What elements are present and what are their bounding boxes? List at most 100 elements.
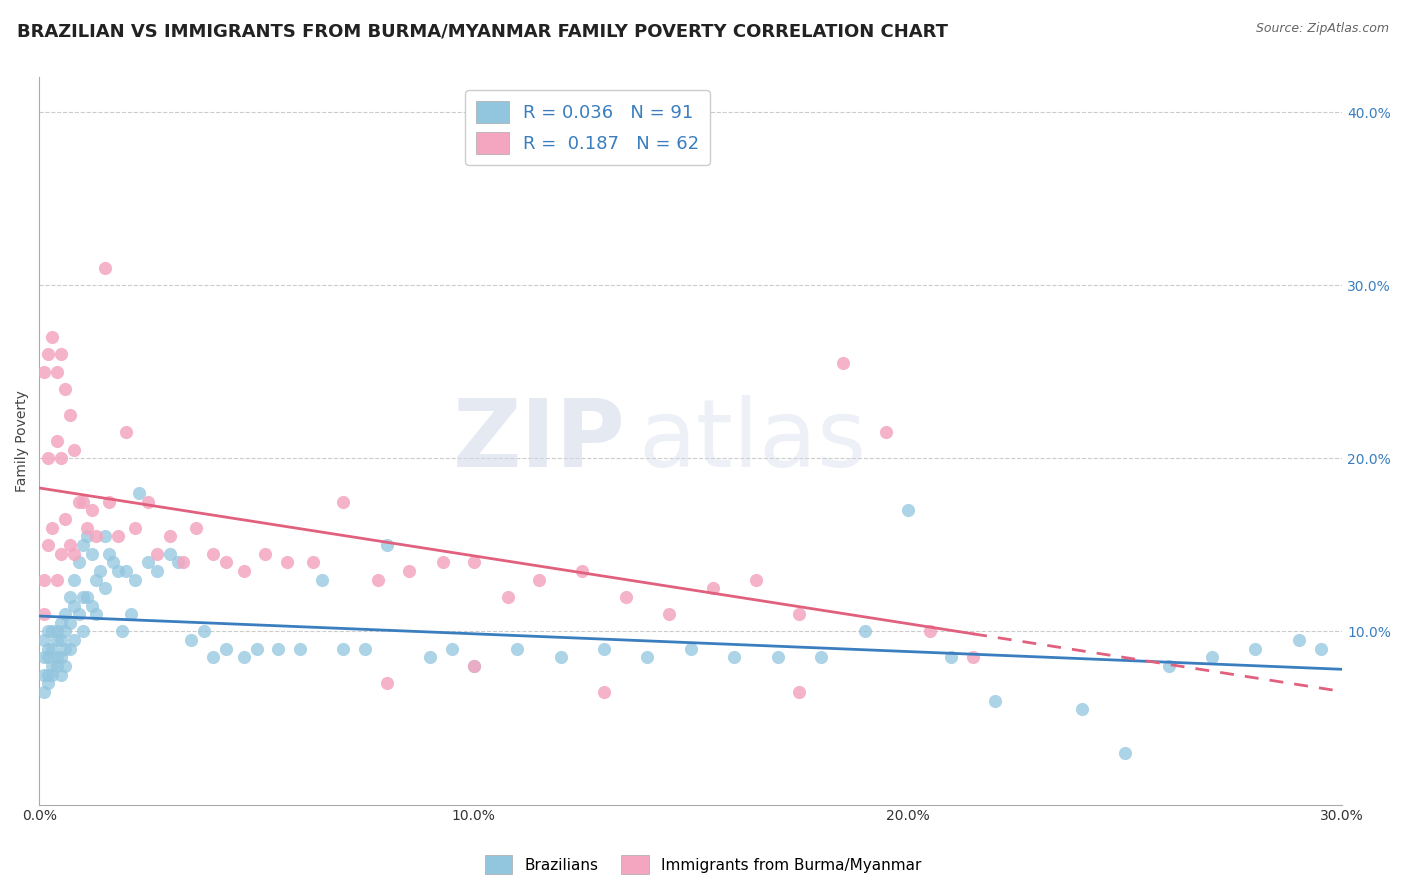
- Text: ZIP: ZIP: [453, 395, 626, 487]
- Point: [288, 641, 311, 656]
- Point: [702, 581, 724, 595]
- Legend: R = 0.036   N = 91, R =  0.187   N = 62: R = 0.036 N = 91, R = 0.187 N = 62: [465, 90, 710, 165]
- Point: [1244, 641, 1267, 656]
- Point: [89, 564, 111, 578]
- Point: [432, 555, 454, 569]
- Point: [67, 494, 90, 508]
- Point: [63, 547, 86, 561]
- Point: [37, 538, 59, 552]
- Point: [37, 667, 59, 681]
- Point: [167, 555, 190, 569]
- Point: [215, 555, 238, 569]
- Point: [172, 555, 194, 569]
- Point: [1201, 650, 1223, 665]
- Point: [354, 641, 377, 656]
- Point: [593, 641, 616, 656]
- Point: [941, 650, 963, 665]
- Point: [897, 503, 920, 517]
- Point: [32, 685, 55, 699]
- Point: [145, 564, 167, 578]
- Point: [962, 650, 984, 665]
- Point: [124, 520, 146, 534]
- Point: [375, 538, 398, 552]
- Point: [810, 650, 832, 665]
- Point: [72, 494, 94, 508]
- Point: [45, 573, 67, 587]
- Point: [67, 607, 90, 622]
- Point: [302, 555, 325, 569]
- Point: [49, 667, 72, 681]
- Point: [63, 599, 86, 613]
- Legend: Brazilians, Immigrants from Burma/Myanmar: Brazilians, Immigrants from Burma/Myanma…: [478, 849, 928, 880]
- Point: [41, 520, 63, 534]
- Point: [84, 573, 107, 587]
- Point: [63, 633, 86, 648]
- Point: [32, 650, 55, 665]
- Point: [136, 555, 159, 569]
- Point: [136, 494, 159, 508]
- Point: [254, 547, 277, 561]
- Point: [145, 547, 167, 561]
- Point: [658, 607, 681, 622]
- Point: [636, 650, 658, 665]
- Point: [180, 633, 202, 648]
- Point: [232, 564, 254, 578]
- Point: [463, 555, 485, 569]
- Point: [1114, 746, 1136, 760]
- Point: [107, 529, 129, 543]
- Point: [45, 624, 67, 639]
- Point: [45, 633, 67, 648]
- Point: [49, 547, 72, 561]
- Point: [97, 547, 120, 561]
- Point: [84, 529, 107, 543]
- Point: [202, 650, 225, 665]
- Point: [831, 356, 853, 370]
- Point: [984, 694, 1007, 708]
- Point: [49, 347, 72, 361]
- Point: [55, 641, 77, 656]
- Point: [32, 607, 55, 622]
- Point: [80, 599, 103, 613]
- Point: [184, 520, 207, 534]
- Point: [419, 650, 441, 665]
- Point: [853, 624, 876, 639]
- Point: [766, 650, 789, 665]
- Point: [115, 425, 138, 440]
- Point: [37, 650, 59, 665]
- Point: [193, 624, 215, 639]
- Point: [55, 624, 77, 639]
- Point: [45, 434, 67, 448]
- Point: [463, 659, 485, 673]
- Point: [232, 650, 254, 665]
- Point: [159, 529, 181, 543]
- Point: [276, 555, 298, 569]
- Point: [72, 624, 94, 639]
- Point: [32, 667, 55, 681]
- Point: [41, 641, 63, 656]
- Point: [593, 685, 616, 699]
- Point: [93, 260, 115, 275]
- Point: [67, 555, 90, 569]
- Point: [571, 564, 593, 578]
- Point: [59, 408, 82, 422]
- Point: [498, 590, 520, 604]
- Point: [59, 641, 82, 656]
- Point: [49, 615, 72, 630]
- Point: [41, 624, 63, 639]
- Point: [789, 607, 811, 622]
- Point: [128, 486, 150, 500]
- Point: [789, 685, 811, 699]
- Point: [875, 425, 897, 440]
- Point: [72, 538, 94, 552]
- Point: [550, 650, 572, 665]
- Point: [37, 676, 59, 690]
- Point: [37, 641, 59, 656]
- Point: [367, 573, 389, 587]
- Point: [55, 382, 77, 396]
- Point: [215, 641, 238, 656]
- Point: [723, 650, 745, 665]
- Point: [55, 512, 77, 526]
- Text: Source: ZipAtlas.com: Source: ZipAtlas.com: [1256, 22, 1389, 36]
- Point: [1070, 702, 1092, 716]
- Point: [41, 330, 63, 344]
